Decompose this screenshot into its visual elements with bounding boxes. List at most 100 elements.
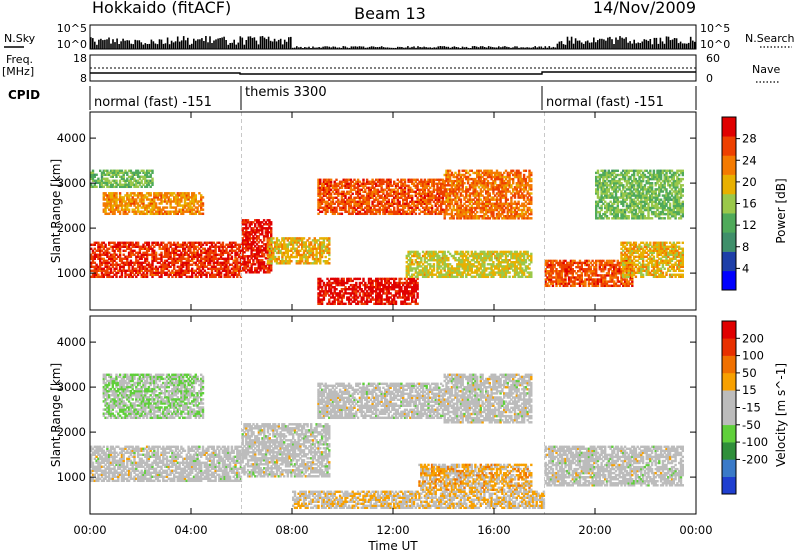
nsky-bar	[149, 44, 151, 49]
nsky-bar	[322, 47, 324, 49]
nsky-bar	[648, 41, 650, 49]
power-cell	[306, 260, 308, 262]
nsky-bar	[500, 47, 502, 49]
power-cell	[404, 301, 406, 303]
power-cell	[388, 199, 390, 201]
nsky-bar	[644, 39, 646, 49]
power-cell	[319, 258, 321, 260]
power-cell	[514, 263, 516, 265]
nsky-bar	[314, 48, 316, 49]
nsky-bar	[217, 39, 219, 50]
power-cell	[485, 259, 487, 261]
nsky-bar	[369, 47, 371, 49]
power-cell	[487, 276, 489, 278]
nsky-bar	[444, 46, 446, 49]
nsky-bar	[286, 42, 288, 49]
nsky-bar	[112, 39, 114, 49]
nsky-label: N.Sky	[4, 32, 36, 45]
power-cell	[366, 298, 368, 300]
nsky-bar	[595, 42, 597, 49]
nsky-bar	[579, 41, 581, 50]
power-cell	[523, 257, 525, 259]
power-cell	[413, 294, 415, 296]
nsky-bar	[260, 36, 262, 49]
power-cell	[416, 278, 418, 280]
nsky-bar	[462, 47, 464, 49]
power-cell	[416, 286, 418, 288]
power-cell	[499, 257, 501, 259]
power-cell	[393, 207, 395, 209]
nsky-bar	[252, 38, 254, 49]
nsky-bar	[106, 39, 108, 49]
power-cell	[375, 290, 377, 292]
nsky-bar	[165, 43, 167, 49]
nsky-bar	[270, 41, 272, 49]
power-cell	[274, 250, 276, 252]
power-cell	[528, 263, 530, 265]
nsky-bar	[629, 41, 631, 49]
power-cell	[438, 255, 440, 257]
nsky-bar	[324, 46, 326, 49]
nsky-bar	[603, 39, 605, 49]
nsky-bar	[403, 48, 405, 49]
power-cell	[431, 271, 433, 273]
power-cell	[433, 263, 435, 265]
power-cell	[413, 292, 415, 294]
nsky-bar	[617, 40, 619, 49]
nsky-bar	[128, 40, 130, 49]
power-cell	[119, 192, 121, 194]
power-cell	[516, 265, 518, 267]
nsky-bar	[199, 39, 201, 49]
power-cell	[357, 290, 359, 292]
power-cell	[398, 201, 400, 203]
nsky-bar	[163, 44, 165, 49]
power-cell	[321, 301, 323, 303]
nsky-bar	[238, 43, 240, 49]
power-cell	[180, 198, 182, 200]
nsky-bar	[367, 48, 369, 50]
nsky-bar	[401, 47, 403, 49]
nsky-bar	[639, 43, 641, 49]
power-cell	[115, 192, 117, 194]
nsky-bar	[623, 39, 625, 49]
power-cell	[119, 213, 121, 215]
nsky-bar	[496, 48, 498, 50]
nsky-bar	[541, 47, 543, 50]
power-cell	[463, 271, 465, 273]
nsky-bar	[177, 37, 179, 50]
nsky-bar	[678, 43, 680, 49]
power-cell	[173, 192, 175, 194]
power-cell	[449, 205, 451, 207]
power-cell	[416, 282, 418, 284]
power-cell	[447, 172, 449, 174]
power-cell	[263, 261, 265, 263]
power-cell	[433, 267, 435, 269]
power-cell	[465, 170, 467, 172]
nsky-bar	[266, 39, 268, 49]
nsky-bar	[619, 36, 621, 49]
power-cell	[159, 206, 161, 208]
power-cell	[463, 182, 465, 184]
nsky-bar	[328, 47, 330, 49]
power-cell	[530, 257, 532, 259]
power-cell	[418, 255, 420, 257]
power-cell	[330, 179, 332, 181]
power-cell	[379, 292, 381, 294]
nsky-bar	[100, 39, 102, 49]
nsky-bar	[233, 40, 235, 49]
power-cell	[182, 213, 184, 215]
power-cell	[355, 282, 357, 284]
nsky-bar	[298, 47, 300, 49]
nsky-bar	[274, 39, 276, 49]
nsky-bar	[282, 44, 284, 49]
power-cell	[444, 267, 446, 269]
power-cell	[416, 303, 418, 305]
nsky-bar	[193, 39, 195, 49]
power-cell	[328, 252, 330, 254]
power-cell	[384, 303, 386, 305]
nsky-bar	[161, 40, 163, 49]
nsky-bar	[528, 48, 530, 50]
power-cell	[328, 250, 330, 252]
power-cell	[270, 227, 272, 229]
nsky-bar	[92, 38, 94, 49]
